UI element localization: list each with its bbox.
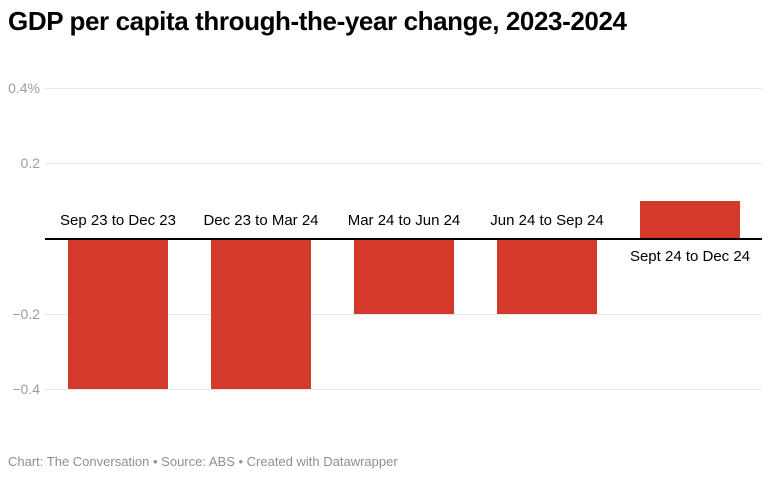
zero-baseline	[45, 238, 762, 240]
bar[interactable]	[354, 240, 454, 314]
chart-footer-credit: Chart: The Conversation • Source: ABS • …	[8, 454, 398, 469]
bar-category-label: Sep 23 to Dec 23	[60, 212, 176, 229]
y-axis-tick-label: −0.2	[12, 306, 40, 322]
gridline	[45, 88, 762, 89]
bar[interactable]	[497, 240, 597, 314]
bar[interactable]	[211, 240, 311, 389]
bar-category-label: Dec 23 to Mar 24	[203, 212, 319, 229]
bar-category-label: Sept 24 to Dec 24	[629, 248, 751, 265]
bar[interactable]	[68, 240, 168, 389]
bar-category-label: Jun 24 to Sep 24	[490, 212, 604, 229]
chart-title: GDP per capita through-the-year change, …	[8, 6, 627, 36]
y-axis-tick-label: 0.2	[20, 155, 40, 171]
gridline	[45, 389, 762, 390]
y-axis-tick-label: −0.4	[12, 381, 40, 397]
y-axis-tick-label: 0.4%	[8, 80, 40, 96]
bar[interactable]	[640, 201, 740, 238]
gridline	[45, 314, 762, 315]
bar-category-label: Mar 24 to Jun 24	[347, 212, 461, 229]
gridline	[45, 163, 762, 164]
